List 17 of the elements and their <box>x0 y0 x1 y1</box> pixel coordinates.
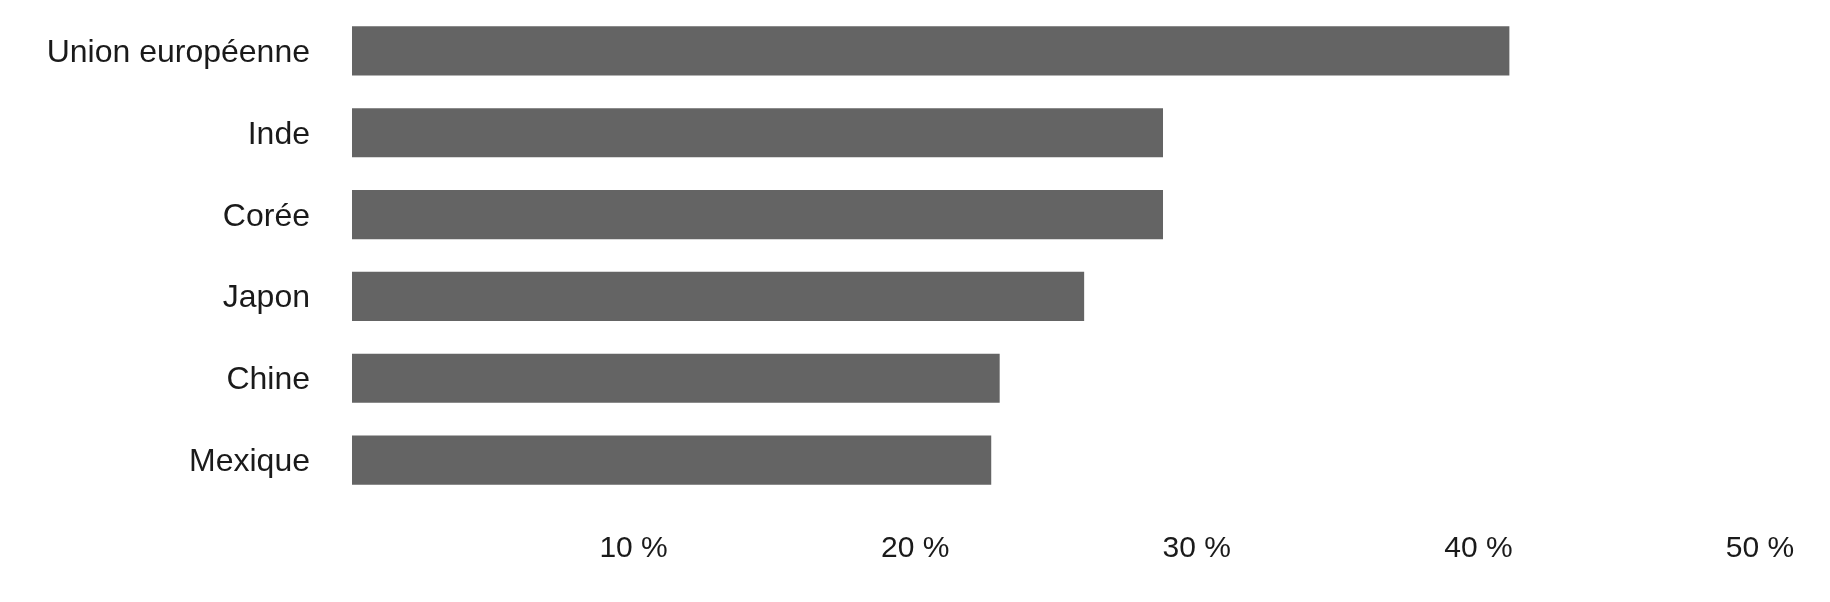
y-tick-label: Union européenne <box>46 32 310 69</box>
bar <box>352 271 1085 321</box>
x-tick-label: 20 % <box>881 529 950 563</box>
x-tick-label: 50 % <box>1725 529 1795 563</box>
y-tick-label: Japon <box>222 278 310 315</box>
x-tick-label: 40 % <box>1444 529 1513 563</box>
bar <box>352 26 1510 76</box>
y-tick-label: Mexique <box>189 442 310 479</box>
y-tick-label: Corée <box>222 196 310 233</box>
bar <box>352 190 1164 240</box>
bar <box>352 353 1000 403</box>
y-tick-label: Chine <box>226 360 310 397</box>
x-tick-label: 30 % <box>1162 529 1231 563</box>
bar <box>352 108 1164 158</box>
x-tick-label: 10 % <box>599 529 668 563</box>
bar <box>352 435 992 485</box>
y-tick-label: Inde <box>247 114 310 151</box>
